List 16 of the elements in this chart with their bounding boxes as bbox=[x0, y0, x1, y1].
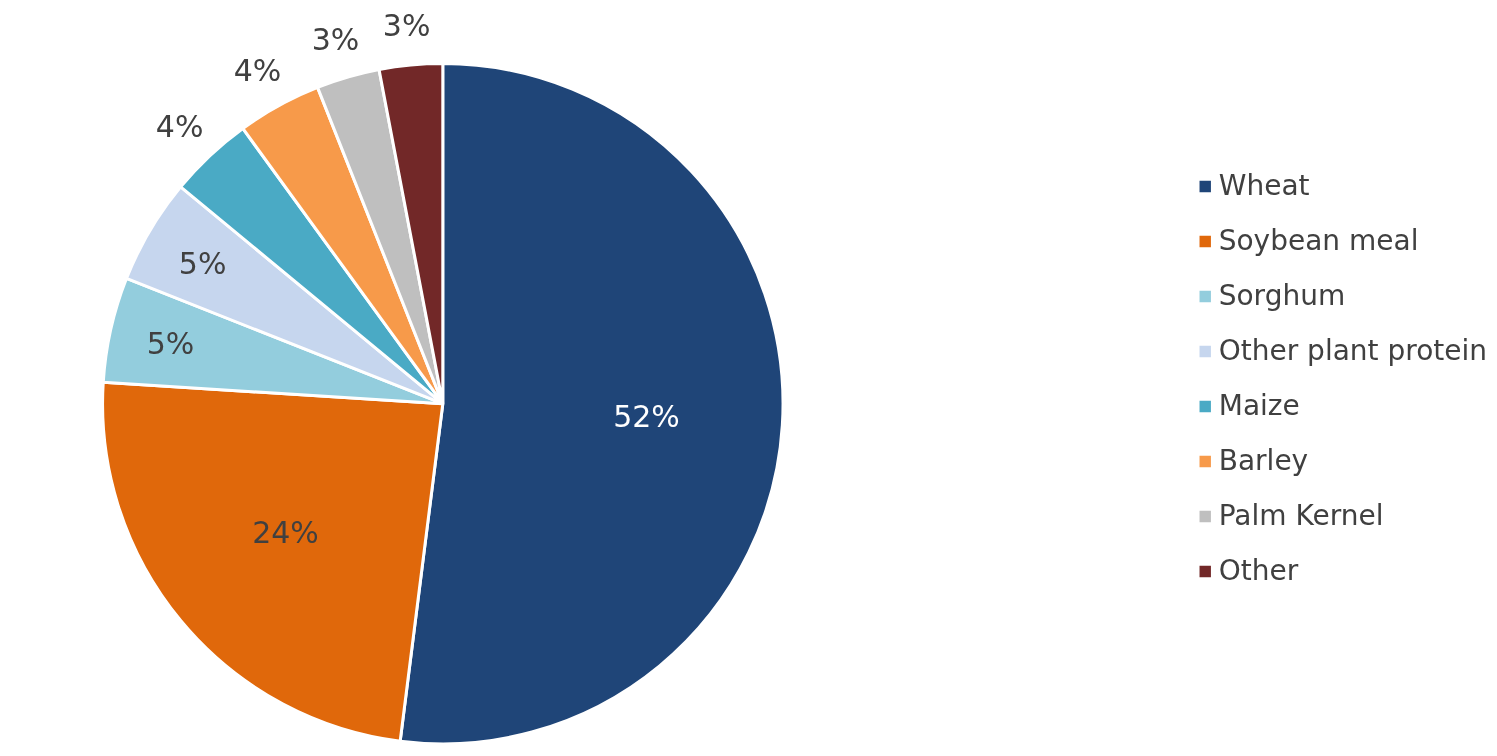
legend-label: Wheat bbox=[1218, 169, 1310, 202]
legend-label: Barley bbox=[1218, 444, 1309, 477]
data-label: 5% bbox=[146, 326, 195, 362]
data-label: 3% bbox=[382, 8, 431, 44]
data-label: 3% bbox=[311, 21, 360, 57]
legend-label: Soybean meal bbox=[1218, 224, 1419, 257]
data-label: 52% bbox=[613, 398, 680, 434]
legend-label: Maize bbox=[1218, 389, 1300, 422]
legend-label: Other plant protein bbox=[1218, 334, 1487, 367]
data-label: 24% bbox=[252, 514, 319, 550]
legend-label: Sorghum bbox=[1218, 279, 1346, 312]
data-label: 4% bbox=[233, 53, 282, 89]
data-label: 4% bbox=[155, 109, 204, 145]
legend-label: Palm Kernel bbox=[1218, 499, 1384, 532]
legend-label: Other bbox=[1218, 554, 1299, 587]
data-label: 5% bbox=[178, 245, 227, 281]
